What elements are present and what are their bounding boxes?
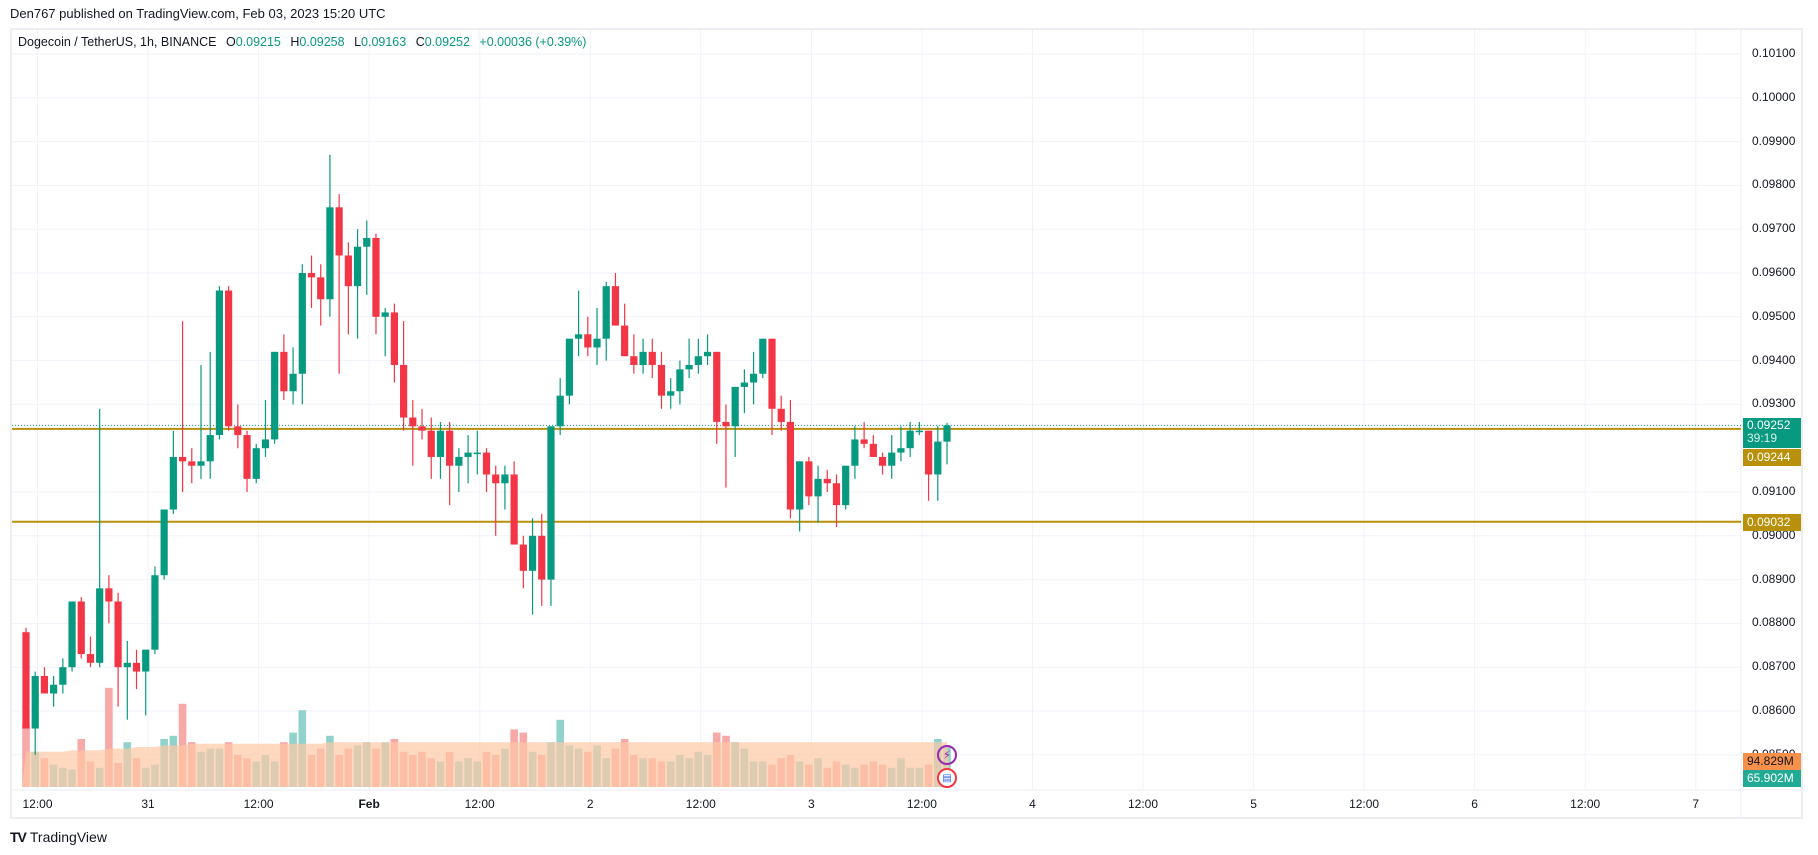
price-axis-label: 0.08800 (1752, 615, 1796, 630)
price-axis-label: 0.09700 (1752, 221, 1796, 236)
chart-frame[interactable] (10, 28, 1803, 819)
high-value: H0.09258 (290, 35, 345, 49)
last-price-tag: 0.09252 39:19 (1743, 418, 1801, 448)
volume-ma-tag: 94.829M (1743, 753, 1801, 770)
brand-name: TradingView (29, 829, 107, 845)
time-axis-label: 12:00 (1127, 797, 1159, 811)
price-axis-label: 0.08900 (1752, 571, 1796, 586)
price-axis-label: 0.10100 (1752, 46, 1796, 60)
level-lower-tag: 0.09032 (1743, 514, 1801, 531)
price-axis-label: 0.09400 (1752, 352, 1796, 367)
time-axis-label: 12:00 (464, 797, 495, 811)
time-axis-label: 7 (1692, 797, 1700, 811)
close-value: C0.09252 (415, 35, 470, 49)
bar-countdown: 39:19 (1747, 431, 1778, 445)
price-axis-label: 0.09500 (1752, 308, 1796, 323)
volume-last-tag: 65.902M (1743, 770, 1801, 787)
time-axis-label: 5 (1250, 797, 1257, 811)
price-axis-label: 0.10000 (1752, 89, 1796, 104)
time-axis-label: 12:00 (685, 797, 716, 811)
symbol-legend: Dogecoin / TetherUS, 1h, BINANCE O0.0921… (18, 35, 592, 49)
price-axis-label: 0.09900 (1752, 133, 1796, 148)
price-axis-label: 0.09300 (1752, 396, 1796, 411)
time-axis-label: 4 (1029, 797, 1036, 811)
time-axis-label: 12:00 (1570, 797, 1601, 811)
price-axis-label: 0.09100 (1752, 484, 1796, 498)
last-price-value: 0.09252 (1747, 418, 1791, 432)
level-upper-tag: 0.09244 (1743, 449, 1801, 466)
symbol-title[interactable]: Dogecoin / TetherUS, 1h, BINANCE (18, 35, 217, 49)
publish-line: Den767 published on TradingView.com, Feb… (10, 6, 386, 21)
time-axis-label: Feb (358, 797, 380, 811)
tv-logo-icon: TV (10, 829, 27, 845)
open-value: O0.09215 (225, 35, 281, 49)
price-axis-label: 0.08700 (1752, 659, 1796, 674)
time-axis-label: 12:00 (243, 797, 274, 811)
price-axis-label: 0.09800 (1752, 177, 1796, 192)
price-axis-label: 0.09600 (1752, 265, 1796, 279)
time-axis-label: 12:00 (22, 797, 53, 811)
low-value: L0.09163 (354, 35, 407, 49)
us-flag-event-icon[interactable]: ▤ (937, 768, 957, 788)
time-axis-label: 2 (586, 797, 594, 811)
time-axis-label: 31 (141, 797, 155, 811)
change-value: +0.00036 (+0.39%) (479, 35, 587, 49)
time-axis-label: 12:00 (906, 797, 937, 811)
lightning-event-icon[interactable]: ⚡ (937, 745, 957, 765)
price-axis-label: 0.09000 (1752, 527, 1796, 542)
time-axis-label: 6 (1471, 797, 1478, 811)
tradingview-logo[interactable]: TV TradingView (10, 829, 107, 845)
price-axis-label: 0.08600 (1752, 703, 1796, 717)
time-axis-label: 12:00 (1349, 797, 1380, 811)
time-axis-label: 3 (808, 797, 815, 811)
